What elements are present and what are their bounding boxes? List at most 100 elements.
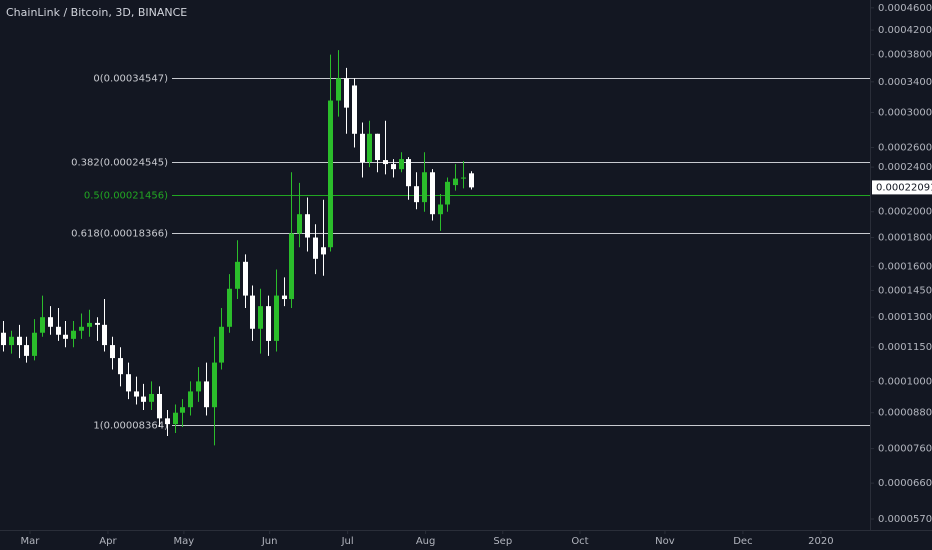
plot-area: 0(0.00034547) 0.382(0.00024545) 0.5(0.0002…: [1, 50, 870, 446]
candle-body: [56, 326, 61, 335]
candle-body: [1, 332, 6, 346]
candle-body: [219, 326, 224, 363]
candle-body: [469, 173, 474, 188]
x-tick-label: May: [174, 536, 195, 547]
candle-body: [250, 295, 255, 329]
candle-body: [212, 362, 217, 408]
candle-body: [297, 214, 302, 234]
candle-body: [328, 100, 333, 248]
candle-body: [102, 324, 107, 346]
candle-body: [32, 332, 37, 356]
x-tick-label: Jul: [341, 536, 354, 547]
candle-body: [313, 237, 318, 259]
candle-body: [71, 330, 76, 339]
candle-body: [258, 306, 263, 329]
candle-body: [321, 247, 326, 255]
candle-body: [118, 358, 123, 375]
candle-body: [422, 172, 427, 203]
candle-body: [282, 295, 287, 300]
candle-body: [24, 345, 29, 356]
candle-body: [383, 160, 388, 165]
candle-body: [188, 391, 193, 408]
candle-body: [352, 85, 357, 134]
candle-body: [87, 322, 92, 327]
last-price-marker: [872, 180, 932, 195]
x-tick-label: Dec: [733, 536, 752, 547]
candle-body: [173, 412, 178, 425]
candle-body: [289, 233, 294, 300]
candle-body: [445, 181, 450, 205]
x-tick-label: Jun: [261, 536, 278, 547]
fib-label: 1(0.00008364): [93, 421, 168, 432]
candle-body: [63, 334, 68, 339]
candle-body: [305, 214, 310, 238]
candle-body: [367, 133, 372, 163]
candle-body: [126, 374, 131, 392]
candle-body: [17, 336, 22, 346]
candle-body: [79, 326, 84, 331]
candle-body: [391, 164, 396, 170]
fib-label: 0.618(0.00018366): [71, 229, 168, 240]
candle-body: [453, 178, 458, 186]
x-tick-label: Mar: [21, 536, 41, 547]
candle-body: [336, 78, 341, 101]
candle-body: [274, 295, 279, 341]
candle-body: [134, 391, 139, 397]
candle-body: [196, 381, 201, 392]
candle-body: [243, 261, 248, 296]
x-tick-label: Sep: [493, 536, 512, 547]
candle-body: [149, 393, 154, 402]
candle-body: [165, 418, 170, 425]
fib-label: 0(0.00034547): [93, 74, 168, 85]
candle-body: [180, 407, 185, 413]
candle-body: [40, 317, 45, 333]
candle-body: [235, 261, 240, 289]
candle-body: [95, 322, 100, 325]
x-tick-label: Oct: [571, 536, 588, 547]
candle-body: [141, 396, 146, 402]
candle-body: [227, 288, 232, 327]
fib-label: 0.5(0.00021456): [84, 191, 168, 202]
candle-body: [399, 159, 404, 170]
candle-body: [266, 306, 271, 341]
x-tick-label: Apr: [99, 536, 117, 547]
last-price-label: 0.00022091: [876, 182, 932, 193]
candle-body: [461, 177, 466, 179]
x-tick-label: Aug: [416, 536, 436, 547]
candle-body: [157, 393, 162, 419]
candle-body: [9, 336, 14, 346]
candle-body: [414, 186, 419, 203]
candle-body: [110, 345, 115, 359]
y-tick-label: 0.00005700: [878, 514, 932, 525]
candle-body: [204, 381, 209, 408]
candle-body: [430, 172, 435, 215]
candle-body: [344, 78, 349, 108]
candle-body: [406, 159, 411, 187]
x-tick-label: 2020: [808, 536, 833, 547]
candle-body: [360, 133, 365, 163]
candle-body: [48, 317, 53, 327]
chart-title: ChainLink / Bitcoin, 3D, BINANCE: [6, 6, 187, 19]
x-tick-label: Nov: [655, 536, 675, 547]
candle-body: [375, 133, 380, 161]
